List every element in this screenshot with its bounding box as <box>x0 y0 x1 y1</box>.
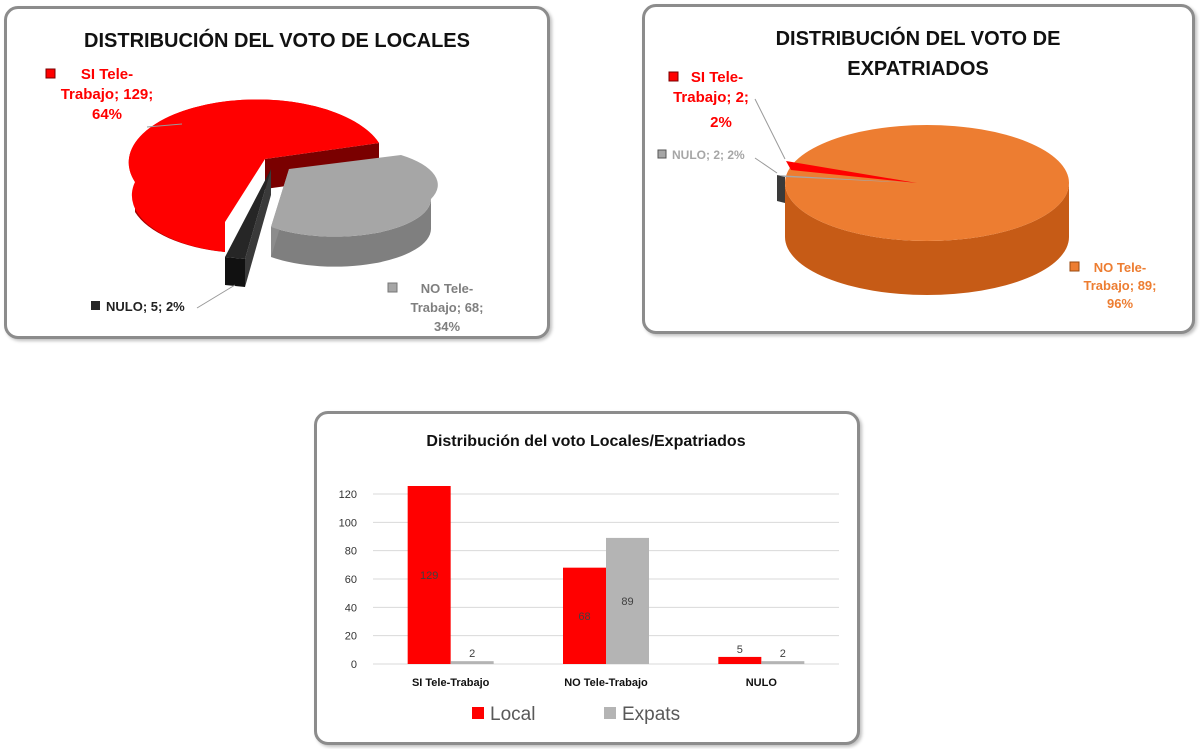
legend-swatch-no <box>387 282 398 293</box>
label-no-line2: Trabajo; 89; <box>1084 278 1157 293</box>
pie-slice-si-teletrabajo <box>786 161 917 183</box>
label-si-percent: 64% <box>92 106 122 123</box>
locales-expats-bar-chart-panel: Distribución del voto Locales/Expatriado… <box>314 411 860 745</box>
pie-slice-nulo <box>777 175 915 203</box>
y-tick-label: 120 <box>339 489 357 501</box>
bar-legend: Local Expats <box>472 704 680 725</box>
bar-data-label: 89 <box>621 596 633 608</box>
label-no-line2: Trabajo; 68; <box>411 300 484 315</box>
y-tick-label: 0 <box>351 659 357 671</box>
y-tick-label: 100 <box>339 517 357 529</box>
bar-data-label: 2 <box>469 648 475 660</box>
label-si-percent: 2% <box>710 114 732 131</box>
bar-data-label: 5 <box>737 644 743 656</box>
legend-swatch-si <box>45 68 56 79</box>
bar-local <box>563 567 606 664</box>
bar-expats <box>606 537 649 664</box>
legend-swatch-nulo <box>657 149 667 159</box>
bar-data-label: 129 <box>420 570 438 582</box>
pie-slice-no-teletrabajo <box>271 155 438 267</box>
bar-expats <box>450 661 494 664</box>
label-si-line2: Trabajo; 2; <box>673 89 749 106</box>
legend-label-local: Local <box>490 704 535 725</box>
leader-line-si <box>754 98 786 160</box>
expats-chart-title-line2: EXPATRIADOS <box>847 58 989 80</box>
locales-expats-bar-chart: Distribución del voto Locales/Expatriado… <box>339 433 839 725</box>
legend-swatch-si <box>668 71 679 82</box>
y-tick-label: 60 <box>345 574 357 586</box>
leader-line-nulo <box>196 284 236 309</box>
bar-local <box>718 656 762 664</box>
x-tick-label: NO Tele-Trabajo <box>564 677 648 689</box>
label-no-line1: NO Tele- <box>1094 260 1147 275</box>
bar-local <box>407 486 451 664</box>
bar-x-axis: SI Tele-Trabajo NO Tele-Trabajo NULO <box>412 677 777 689</box>
pie-slice-no-teletrabajo <box>785 125 1069 295</box>
locales-pie-chart-panel: DISTRIBUCIÓN DEL VOTO DE LOCALES SI Tele… <box>4 6 550 339</box>
pie-slice-nulo <box>225 169 271 287</box>
leader-line-si <box>146 123 183 128</box>
legend-swatch-expats <box>604 707 616 719</box>
label-nulo: NULO; 2; 2% <box>672 148 745 162</box>
label-no-line1: NO Tele- <box>421 281 474 296</box>
locales-chart-title: DISTRIBUCIÓN DEL VOTO DE LOCALES <box>84 28 470 52</box>
leader-line-nulo <box>754 157 778 174</box>
x-tick-label: NULO <box>746 677 778 689</box>
y-tick-label: 20 <box>345 631 357 643</box>
expats-chart-title-line1: DISTRIBUCIÓN DEL VOTO DE <box>776 26 1061 50</box>
expats-pie-chart-panel: DISTRIBUCIÓN DEL VOTO DE EXPATRIADOS SI … <box>642 4 1195 334</box>
bar-y-axis: 0 20 40 60 80 100 120 <box>339 489 357 671</box>
y-tick-label: 40 <box>345 602 357 614</box>
legend-swatch-nulo <box>91 301 100 310</box>
label-nulo: NULO; 5; 2% <box>106 299 185 314</box>
bar-expats <box>761 661 805 664</box>
bar-chart-title: Distribución del voto Locales/Expatriado… <box>426 433 745 450</box>
x-tick-label: SI Tele-Trabajo <box>412 677 490 689</box>
bar-data-label: 2 <box>780 648 786 660</box>
legend-label-expats: Expats <box>622 704 680 725</box>
label-no-percent: 34% <box>434 319 460 334</box>
legend-swatch-local <box>472 707 484 719</box>
y-tick-label: 80 <box>345 546 357 558</box>
bar-data-label: 68 <box>578 611 590 623</box>
bar-series: 129 2 68 89 5 2 <box>407 486 805 664</box>
label-si-line2: Trabajo; 129; <box>61 86 154 103</box>
expats-pie-chart: DISTRIBUCIÓN DEL VOTO DE EXPATRIADOS SI … <box>657 26 1157 311</box>
label-si-line1: SI Tele- <box>691 69 743 86</box>
label-si-line1: SI Tele- <box>81 66 133 83</box>
label-no-percent: 96% <box>1107 296 1133 311</box>
legend-swatch-no <box>1069 261 1080 272</box>
locales-pie-chart: DISTRIBUCIÓN DEL VOTO DE LOCALES SI Tele… <box>45 28 484 334</box>
